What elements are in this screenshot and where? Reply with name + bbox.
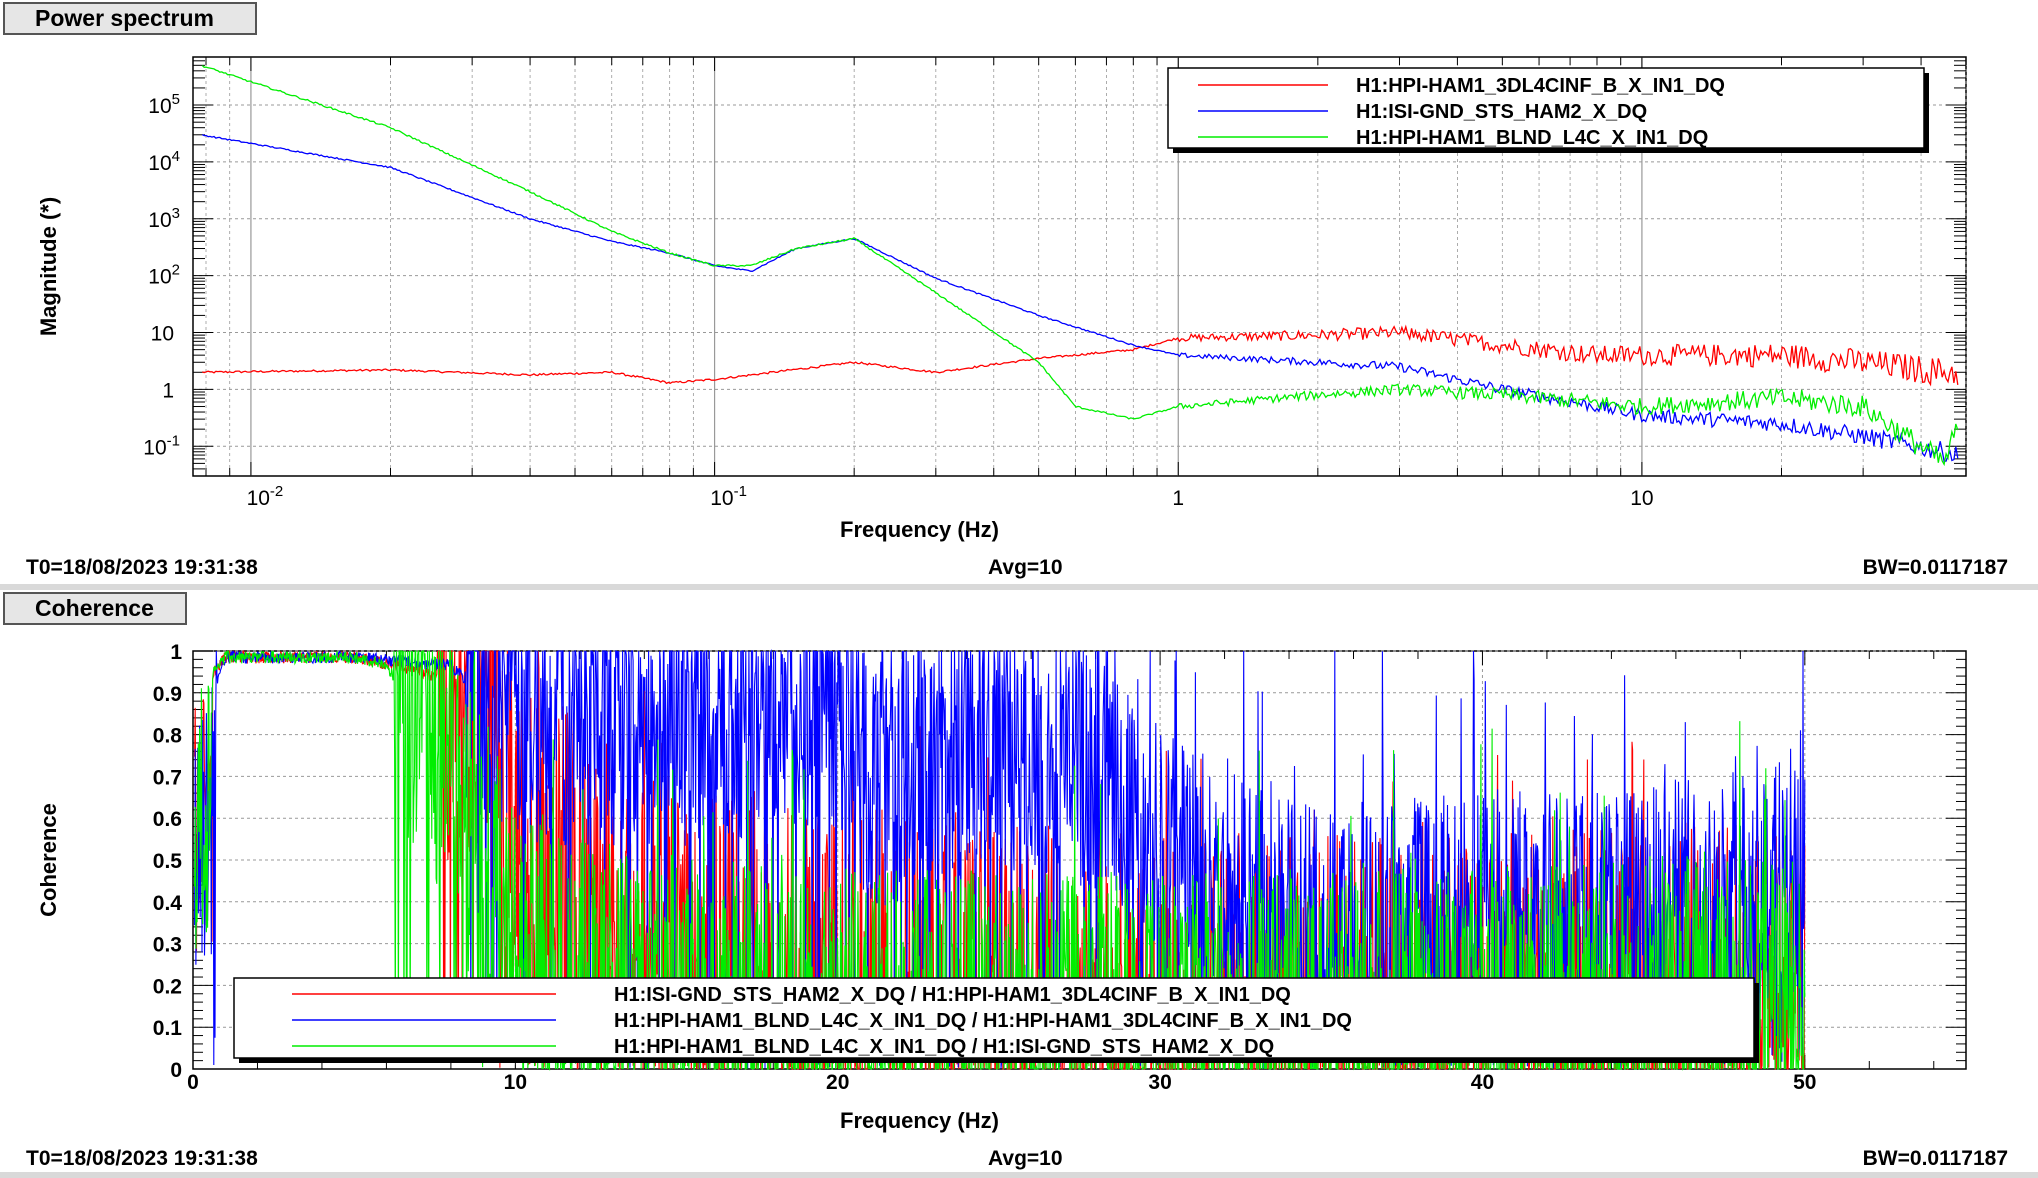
ps-ytick-label: 102	[148, 262, 180, 289]
coh-xtick-label: 40	[1471, 1071, 1494, 1094]
coh-ytick-label: 0.3	[153, 934, 182, 957]
ps-legend-label: H1:ISI-GND_STS_HAM2_X_DQ	[1356, 101, 1647, 123]
coh-xlabel: Frequency (Hz)	[840, 1108, 999, 1133]
ps-series-red	[202, 324, 1959, 387]
coh-legend-shadow	[239, 983, 1759, 1063]
coh-ytick-label: 0.9	[153, 683, 182, 706]
ps-ytick-label: 104	[148, 148, 180, 175]
coh-footer-avg: Avg=10	[988, 1147, 1063, 1170]
ps-ytick-label: 1	[162, 379, 174, 402]
coh-ytick-label: 0.5	[153, 850, 183, 873]
ps-ytick-label: 10	[151, 323, 174, 346]
coh-xtick-label: 0	[187, 1071, 199, 1094]
ps-legend-label: H1:HPI-HAM1_BLND_L4C_X_IN1_DQ	[1356, 127, 1708, 149]
coh-ytick-label: 0	[170, 1059, 182, 1082]
ps-series-blue	[201, 134, 1959, 462]
coh-ytick-label: 1	[170, 641, 182, 664]
coh-legend-label: H1:HPI-HAM1_BLND_L4C_X_IN1_DQ / H1:ISI-G…	[614, 1036, 1274, 1058]
coh-xtick-label: 10	[504, 1071, 527, 1094]
coh-legend-label: H1:HPI-HAM1_BLND_L4C_X_IN1_DQ / H1:HPI-H…	[614, 1010, 1352, 1032]
ps-xtick-label: 10-1	[710, 483, 747, 510]
ps-xtick-label: 10-2	[247, 483, 284, 510]
coh-ytick-label: 0.6	[153, 808, 182, 831]
coh-xtick-label: 30	[1148, 1071, 1171, 1094]
power-spectrum-chart: 10-1 1 10 102 103 104 105 10-2 10-1 1 10 Frequency …	[36, 56, 1967, 542]
tab-coherence[interactable]: Coherence	[3, 592, 187, 625]
coh-xtick-label: 20	[826, 1071, 849, 1094]
coh-legend-label: H1:ISI-GND_STS_HAM2_X_DQ / H1:HPI-HAM1_3…	[614, 984, 1291, 1006]
ps-ytick-label: 10-1	[143, 432, 180, 459]
ps-footer-avg: Avg=10	[988, 556, 1063, 579]
coh-ytick-label: 0.2	[153, 975, 182, 998]
coh-series-green	[194, 650, 1806, 1071]
ps-xlabel: Frequency (Hz)	[840, 517, 999, 542]
coh-plot-frame	[192, 650, 1967, 1070]
ps-ytick-label: 103	[148, 205, 180, 232]
ps-series-green	[201, 65, 1959, 467]
coh-footer-t0: T0=18/08/2023 19:31:38	[26, 1147, 258, 1170]
tab-power-spectrum[interactable]: Power spectrum	[3, 2, 257, 35]
coh-ytick-label: 0.8	[153, 725, 183, 748]
panel-separator	[0, 584, 2038, 590]
coh-ytick-label: 0.1	[153, 1017, 183, 1040]
bottom-border	[0, 1172, 2038, 1178]
ps-ytick-label: 105	[148, 91, 180, 118]
ps-legend	[1167, 67, 1925, 149]
coh-ytick-label: 0.4	[153, 892, 183, 915]
ps-legend-label: H1:HPI-HAM1_3DL4CINF_B_X_IN1_DQ	[1356, 75, 1725, 97]
coh-series-red	[194, 649, 1806, 1071]
coh-xtick-label: 50	[1793, 1071, 1816, 1094]
coh-footer-bw: BW=0.0117187	[1862, 1147, 2008, 1170]
coh-ytick-label: 0.7	[153, 766, 182, 789]
coh-series-blue	[194, 648, 1806, 1070]
coh-legend	[233, 977, 1755, 1059]
ps-xtick-label: 1	[1172, 487, 1184, 510]
ps-xtick-label: 10	[1630, 487, 1653, 510]
ps-ylabel: Magnitude (*)	[36, 197, 61, 336]
ps-footer-t0: T0=18/08/2023 19:31:38	[26, 556, 258, 579]
coh-ylabel: Coherence	[36, 803, 61, 917]
ps-footer-bw: BW=0.0117187	[1862, 556, 2008, 579]
